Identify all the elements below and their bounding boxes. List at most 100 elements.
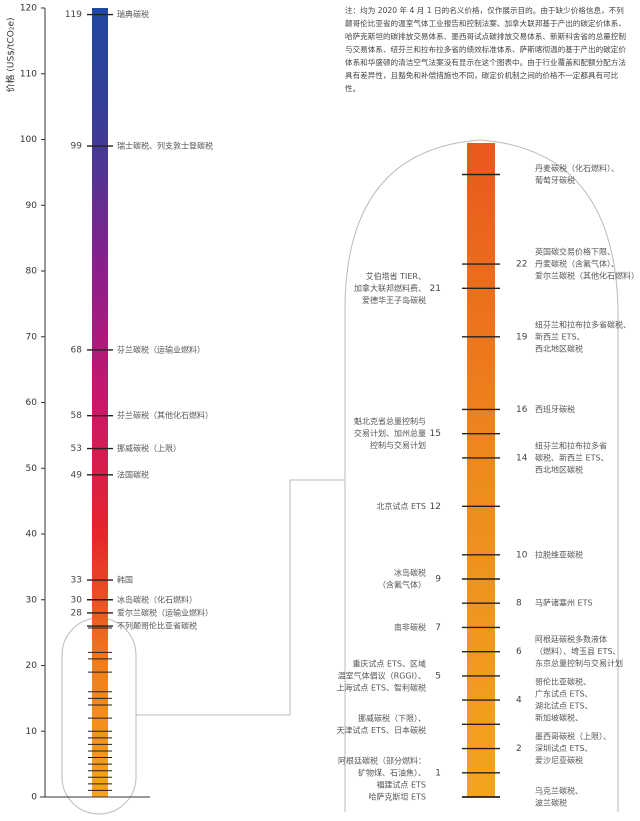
mark-value: 5 — [435, 671, 441, 681]
y-tick-label: 110 — [20, 69, 37, 79]
mark-label: 瑞典碳税 — [117, 9, 149, 19]
mark-label: （含氟气体） — [378, 580, 426, 590]
mark-label: 芬兰碳税（其他化石燃料） — [117, 410, 213, 420]
mark-label: 爱德华王子岛碳税 — [362, 295, 426, 305]
mark-value: 30 — [71, 595, 83, 605]
y-axis-label: 价格 (US$/tCO₂e) — [5, 18, 17, 93]
mark-label: 爱沙尼亚碳税 — [535, 755, 583, 765]
mark-label: 上海试点 ETS、智利碳税 — [336, 682, 426, 692]
mark-value: 53 — [71, 444, 82, 454]
mark-value: 99 — [71, 142, 83, 152]
mark-label: 墨西哥碳税（上限）、 — [535, 731, 611, 741]
mark-value: 12 — [430, 502, 441, 512]
mark-value: 15 — [430, 429, 441, 439]
mark-label: 哈萨克斯坦 ETS — [368, 792, 426, 802]
mark-label: 广东试点 ETS、 — [535, 689, 593, 699]
price-bar — [92, 8, 108, 797]
mark-label: 艾伯塔省 TIER、 — [366, 271, 426, 281]
mark-label: 乌克兰碳税、 — [535, 786, 583, 796]
mark-value: 2 — [516, 744, 522, 754]
mark-label: 温室气体倡议（RGGI）、 — [338, 670, 426, 680]
mark-value: 7 — [435, 623, 441, 633]
zoom-connector — [136, 479, 345, 716]
mark-label: 冰岛碳税（化石燃料） — [117, 594, 197, 604]
y-tick-label: 0 — [31, 793, 37, 803]
mark-label: 湖北试点 ETS、 — [535, 701, 593, 711]
mark-label: 纽芬兰和拉布拉多省碳税、 — [535, 319, 631, 329]
y-tick-label: 20 — [26, 661, 38, 671]
zoom-panel-outline — [344, 139, 619, 812]
mark-label: 爱尔兰碳税（运输业燃料） — [117, 607, 213, 617]
y-tick-label: 90 — [26, 201, 38, 211]
note: 注：均为 2020 年 4 月 1 日的名义价格，仅作展示目的。由于缺少价格信息… — [345, 6, 626, 93]
mark-value: 68 — [71, 345, 83, 355]
mark-label: 南非碳税 — [394, 622, 426, 632]
mark-label: 瑞士碳税、列支敦士登碳税 — [117, 141, 213, 151]
mark-label: 深圳试点 ETS、 — [535, 743, 593, 753]
mark-value: 49 — [71, 470, 83, 480]
mark-label: 法国碳税 — [117, 469, 149, 479]
mark-label: 控制与交易计划 — [370, 440, 426, 450]
mark-value: 22 — [516, 260, 527, 270]
mark-label: 交易计划、加州总量 — [354, 428, 426, 438]
mark-label: 碳税、新西兰 ETS、 — [535, 452, 609, 462]
y-tick-label: 120 — [20, 4, 37, 14]
mark-label: 新西兰 ETS、 — [535, 331, 585, 341]
mark-label: （燃料）、埼玉县 ETS、 — [535, 646, 621, 656]
mark-label: 丹麦碳税（含氟气体）、 — [535, 259, 619, 269]
mark-label: 挪威碳税（上限） — [117, 443, 181, 453]
mark-label: 天津试点 ETS、日本碳税 — [336, 725, 426, 735]
mark-label: 纽芬兰和拉布拉多省 — [535, 440, 607, 450]
mark-label: 拉脱维亚碳税 — [535, 549, 583, 559]
mark-label: 魁北克省总量控制与 — [354, 416, 426, 426]
y-tick-label: 10 — [26, 727, 38, 737]
mark-label: 芬兰碳税（运输业燃料） — [117, 344, 205, 354]
mark-label: 韩国 — [117, 575, 133, 585]
mark-value: 19 — [516, 332, 528, 342]
mark-label: 爱尔兰碳税（其他化石燃料） — [535, 271, 639, 281]
mark-value: 6 — [516, 647, 522, 657]
mark-label: 波兰碳税 — [535, 798, 567, 808]
mark-value: 14 — [516, 453, 528, 463]
mark-label: 马萨诸塞州 ETS — [535, 598, 593, 608]
mark-label: 西班牙碳税 — [535, 404, 575, 414]
mark-label: 新加坡碳税、 — [535, 713, 583, 723]
y-tick-label: 70 — [26, 332, 38, 342]
mark-label: 哥伦比亚碳税、 — [535, 677, 591, 687]
mark-label: 英国碳交易价格下限、 — [535, 247, 615, 257]
mark-label: 阿根廷碳税多数液体 — [535, 634, 607, 644]
y-tick-label: 100 — [20, 135, 37, 145]
mark-value: 119 — [65, 10, 82, 20]
price-bar — [467, 143, 495, 797]
mark-label: 葡萄牙碳税 — [535, 175, 575, 185]
mark-value: 33 — [71, 576, 82, 586]
mark-value: 1 — [435, 768, 441, 778]
mark-label: 加拿大联邦燃料费、 — [354, 283, 426, 293]
mark-label: 丹麦碳税（化石燃料）、 — [535, 163, 619, 173]
mark-label: 东京总量控制与交易计划 — [535, 658, 623, 668]
mark-label: 西北地区碳税 — [535, 464, 583, 474]
y-tick-label: 50 — [26, 464, 38, 474]
y-tick-label: 40 — [26, 530, 38, 540]
mark-value: 28 — [71, 608, 83, 618]
y-tick-label: 60 — [26, 398, 38, 408]
mark-value: 9 — [435, 575, 441, 585]
y-tick-label: 80 — [26, 267, 38, 277]
mark-label: 重庆试点 ETS、区域 — [352, 658, 426, 668]
mark-label: 冰岛碳税 — [394, 568, 426, 578]
mark-label: 不列颠哥伦比亚省碳税 — [117, 621, 197, 631]
mark-label: 西北地区碳税 — [535, 343, 583, 353]
mark-label: 北京试点 ETS — [376, 501, 426, 511]
mark-value: 10 — [516, 550, 528, 560]
mark-value: 8 — [516, 599, 522, 609]
mark-value: 58 — [71, 411, 83, 421]
mark-value: 21 — [430, 284, 441, 294]
mark-label: 矿物煤、石油焦）、 — [358, 767, 426, 777]
mark-label: 福建试点 ETS — [376, 779, 426, 789]
y-tick-label: 30 — [26, 595, 38, 605]
mark-label: 挪威碳税（下限）、 — [358, 713, 426, 723]
mark-value: 4 — [516, 696, 522, 706]
mark-value: 16 — [516, 405, 528, 415]
